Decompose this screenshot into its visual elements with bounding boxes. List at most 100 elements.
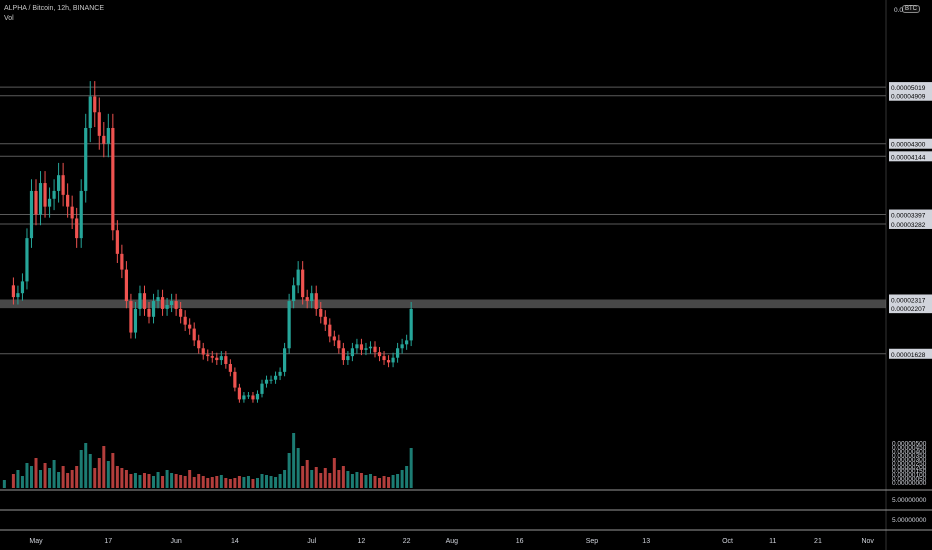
candle-body[interactable] bbox=[246, 395, 251, 397]
candle-body[interactable] bbox=[120, 253, 124, 270]
volume-bar[interactable] bbox=[237, 476, 241, 488]
support-resistance-zone[interactable] bbox=[0, 299, 886, 309]
candle-body[interactable] bbox=[192, 328, 196, 341]
volume-bar[interactable] bbox=[287, 453, 291, 488]
volume-bar[interactable] bbox=[152, 476, 156, 488]
candle-body[interactable] bbox=[151, 301, 156, 317]
candle-body[interactable] bbox=[75, 218, 79, 239]
candle-body[interactable] bbox=[260, 383, 264, 394]
volume-bar[interactable] bbox=[378, 478, 382, 488]
candle-body[interactable] bbox=[97, 112, 101, 136]
candle-body[interactable] bbox=[29, 190, 34, 239]
candle-body[interactable] bbox=[409, 308, 413, 341]
volume-bar[interactable] bbox=[310, 470, 314, 488]
candle-body[interactable] bbox=[396, 348, 400, 358]
volume-bar[interactable] bbox=[61, 466, 65, 488]
volume-bar[interactable] bbox=[368, 474, 372, 488]
candle-body[interactable] bbox=[124, 269, 128, 302]
candle-body[interactable] bbox=[156, 297, 160, 302]
volume-bar[interactable] bbox=[296, 448, 300, 488]
candle-body[interactable] bbox=[133, 308, 138, 333]
volume-bar[interactable] bbox=[405, 466, 409, 488]
candle-body[interactable] bbox=[255, 393, 260, 400]
volume-bar[interactable] bbox=[16, 470, 20, 488]
volume-bar[interactable] bbox=[337, 470, 341, 488]
volume-bar[interactable] bbox=[147, 474, 151, 488]
candle-body[interactable] bbox=[314, 293, 318, 309]
candle-body[interactable] bbox=[79, 190, 83, 239]
candle-body[interactable] bbox=[115, 230, 119, 254]
volume-bar[interactable] bbox=[29, 466, 33, 488]
volume-bar[interactable] bbox=[84, 443, 88, 488]
volume-bar[interactable] bbox=[305, 460, 309, 488]
candle-body[interactable] bbox=[310, 293, 314, 302]
candle-body[interactable] bbox=[206, 354, 210, 357]
volume-bar[interactable] bbox=[269, 476, 273, 488]
volume-bar[interactable] bbox=[246, 476, 250, 488]
candle-body[interactable] bbox=[301, 269, 305, 298]
volume-bar[interactable] bbox=[102, 446, 106, 488]
volume-bar[interactable] bbox=[260, 474, 264, 488]
candle-body[interactable] bbox=[319, 308, 323, 317]
candle-body[interactable] bbox=[106, 127, 110, 144]
volume-bar[interactable] bbox=[278, 474, 282, 488]
volume-bar[interactable] bbox=[319, 473, 323, 488]
volume-bar[interactable] bbox=[25, 463, 29, 488]
candle-body[interactable] bbox=[165, 304, 169, 309]
volume-indicator-label[interactable]: Vol bbox=[4, 15, 14, 22]
volume-bar[interactable] bbox=[156, 472, 160, 488]
volume-bar[interactable] bbox=[57, 472, 61, 488]
volume-bar[interactable] bbox=[359, 473, 363, 488]
candle-body[interactable] bbox=[386, 360, 391, 363]
candle-body[interactable] bbox=[400, 344, 404, 349]
volume-bar[interactable] bbox=[341, 466, 345, 488]
volume-bar[interactable] bbox=[48, 468, 52, 488]
volume-bar[interactable] bbox=[355, 472, 359, 488]
volume-bar[interactable] bbox=[364, 475, 368, 488]
candle-body[interactable] bbox=[47, 198, 52, 207]
volume-bar[interactable] bbox=[197, 474, 201, 488]
candle-body[interactable] bbox=[142, 293, 147, 309]
candle-body[interactable] bbox=[242, 395, 246, 400]
candle-body[interactable] bbox=[70, 206, 74, 219]
candle-body[interactable] bbox=[43, 183, 47, 207]
candle-body[interactable] bbox=[16, 293, 20, 298]
candle-body[interactable] bbox=[373, 346, 377, 353]
candle-body[interactable] bbox=[355, 344, 359, 349]
volume-bar[interactable] bbox=[124, 470, 128, 488]
volume-bar[interactable] bbox=[165, 470, 169, 488]
volume-bar[interactable] bbox=[292, 433, 296, 488]
volume-bar[interactable] bbox=[233, 478, 237, 488]
volume-bar[interactable] bbox=[350, 474, 354, 488]
candle-body[interactable] bbox=[61, 175, 65, 195]
candle-body[interactable] bbox=[323, 316, 327, 325]
volume-bar[interactable] bbox=[115, 466, 119, 488]
candle-body[interactable] bbox=[25, 238, 29, 282]
candle-body[interactable] bbox=[233, 371, 237, 388]
candle-body[interactable] bbox=[111, 127, 115, 231]
volume-bar[interactable] bbox=[228, 479, 232, 488]
volume-bar[interactable] bbox=[75, 466, 79, 488]
candle-body[interactable] bbox=[283, 348, 287, 372]
candle-body[interactable] bbox=[350, 348, 354, 357]
volume-bar[interactable] bbox=[215, 476, 219, 488]
volume-bar[interactable] bbox=[39, 470, 43, 488]
symbol-title[interactable]: ALPHA / Bitcoin, 12h, BINANCE bbox=[4, 5, 104, 12]
volume-bar[interactable] bbox=[97, 458, 101, 488]
candle-body[interactable] bbox=[278, 371, 282, 376]
candle-body[interactable] bbox=[183, 316, 187, 325]
volume-bar[interactable] bbox=[396, 474, 400, 488]
currency-badge[interactable]: BTC bbox=[902, 5, 920, 13]
candle-body[interactable] bbox=[84, 127, 88, 191]
candle-body[interactable] bbox=[346, 356, 350, 361]
candle-body[interactable] bbox=[359, 344, 364, 350]
volume-bar[interactable] bbox=[409, 448, 413, 488]
candle-body[interactable] bbox=[179, 308, 183, 317]
candle-body[interactable] bbox=[251, 395, 255, 400]
volume-bar[interactable] bbox=[174, 474, 178, 488]
candle-body[interactable] bbox=[66, 194, 70, 207]
candle-body[interactable] bbox=[88, 96, 92, 128]
volume-bar[interactable] bbox=[283, 470, 287, 488]
candle-body[interactable] bbox=[328, 324, 332, 337]
candle-body[interactable] bbox=[197, 340, 201, 349]
